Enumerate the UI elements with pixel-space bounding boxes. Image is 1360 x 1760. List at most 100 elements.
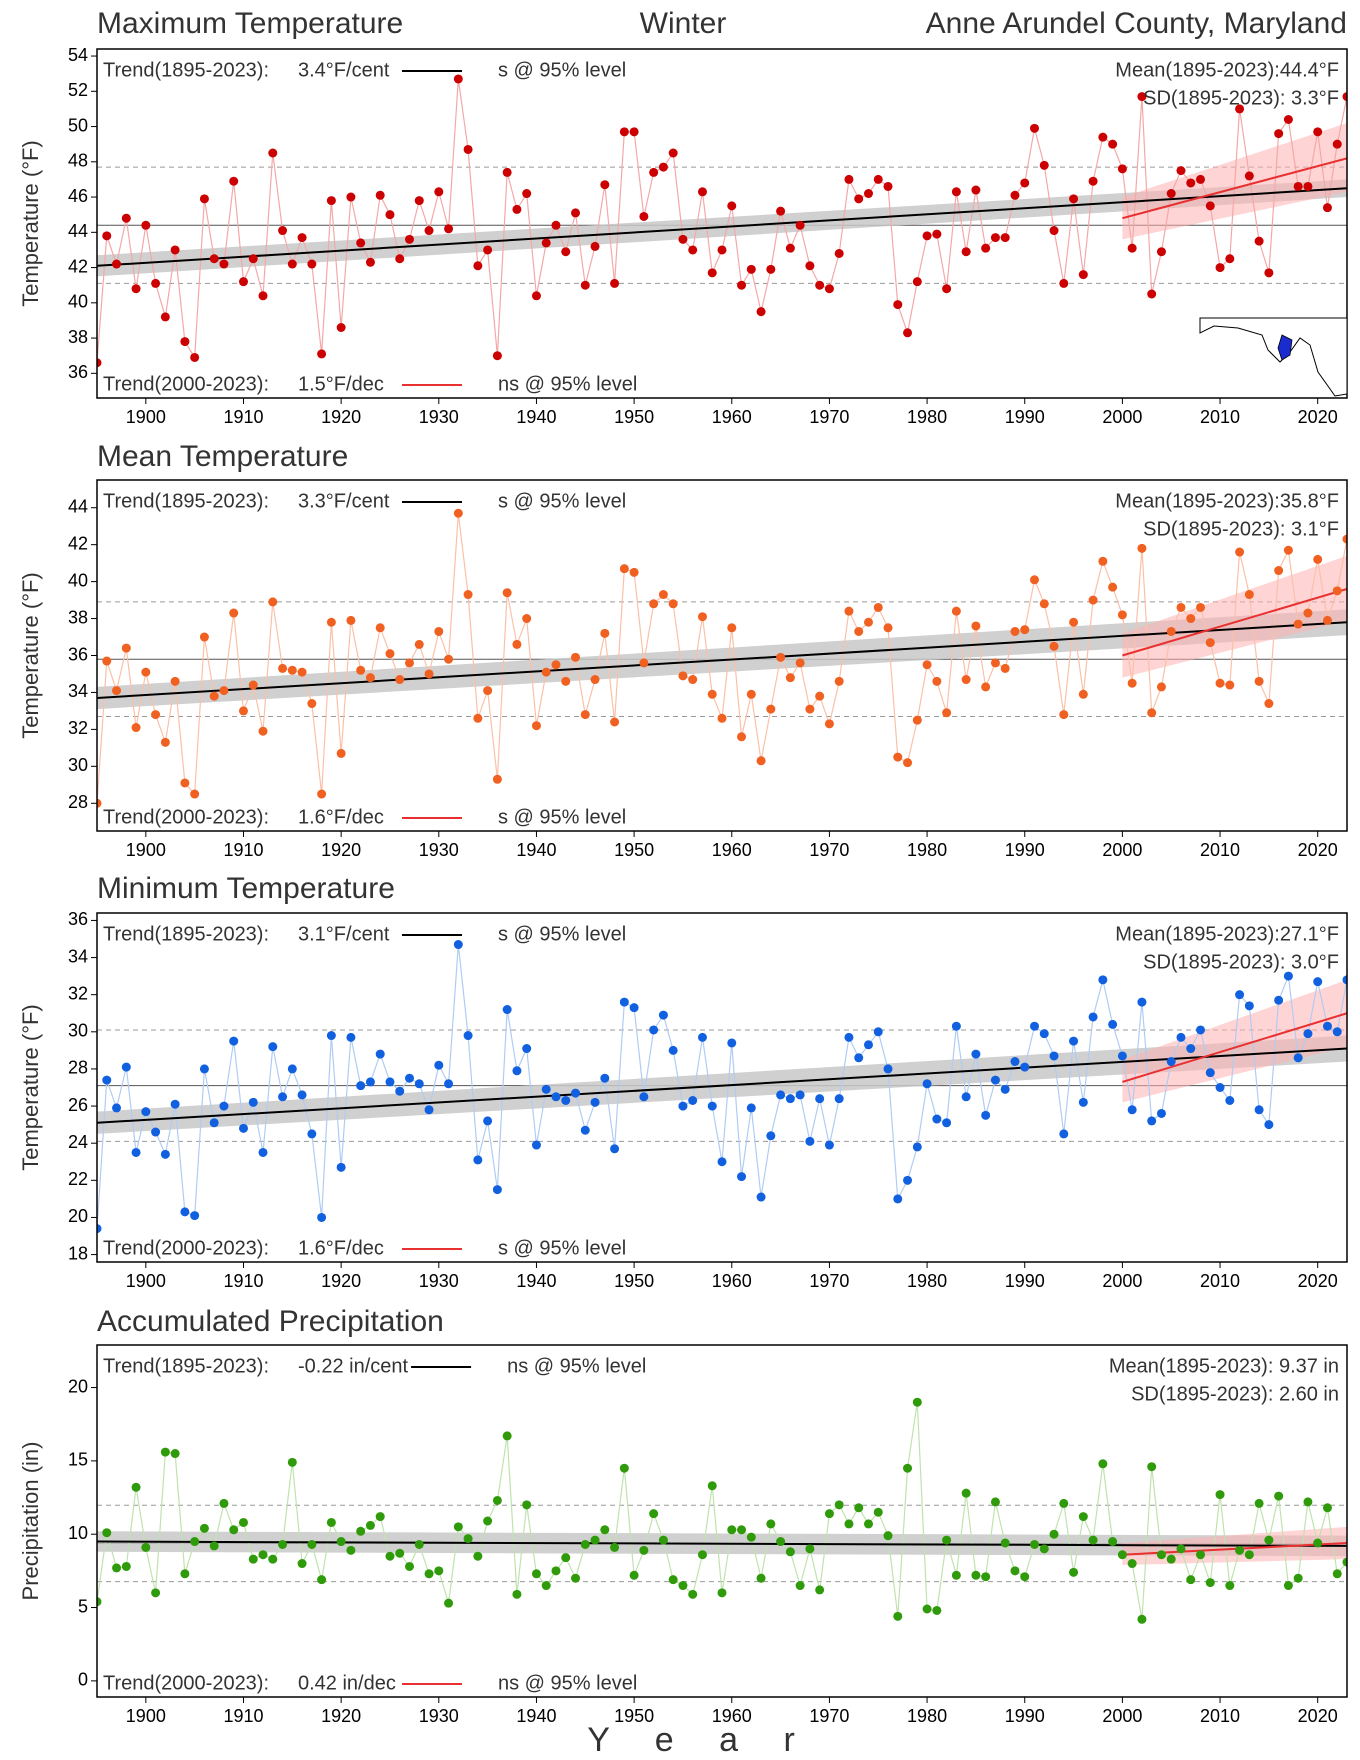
data-point (1176, 602, 1186, 612)
data-point (639, 1092, 649, 1102)
plot-frame (96, 479, 1348, 832)
data-point (1117, 1550, 1127, 1560)
data-point (746, 1532, 756, 1542)
data-point (746, 1103, 756, 1113)
x-tick-label: 2000 (1102, 1706, 1142, 1726)
data-point (444, 1598, 454, 1608)
data-point (395, 254, 405, 264)
data-point (1332, 1027, 1342, 1037)
plot-frame (96, 912, 1348, 1263)
data-point (688, 1095, 698, 1105)
x-axis-label: Y e a r (587, 1721, 813, 1759)
data-point (776, 206, 786, 216)
data-point (444, 224, 454, 234)
data-point (658, 1010, 668, 1020)
data-point (268, 148, 278, 158)
data-point (727, 201, 737, 211)
y-tick-label: 28 (68, 792, 88, 812)
data-point (610, 1144, 620, 1154)
data-point (531, 291, 541, 301)
data-point (375, 1049, 385, 1059)
data-point (492, 351, 502, 361)
data-point (492, 1495, 502, 1505)
y-tick-label: 36 (68, 644, 88, 664)
data-point (326, 1517, 336, 1527)
data-point (414, 1539, 424, 1549)
data-point (483, 686, 493, 696)
data-point (1166, 1554, 1176, 1564)
data-point (512, 204, 522, 214)
data-point (199, 194, 209, 204)
y-tick-label: 52 (68, 80, 88, 100)
x-tick-label: 1940 (516, 840, 556, 860)
data-point (1225, 1095, 1235, 1105)
data-point (649, 599, 659, 609)
x-tick-label: 1900 (126, 1706, 166, 1726)
data-point (522, 1044, 532, 1054)
data-point (317, 1212, 327, 1222)
data-point (346, 1032, 356, 1042)
data-point (834, 248, 844, 258)
data-point (356, 1526, 366, 1536)
data-point (151, 710, 161, 720)
data-point (1264, 268, 1274, 278)
y-tick-label: 42 (68, 533, 88, 553)
data-point (766, 264, 776, 274)
data-point (795, 1581, 805, 1591)
data-point (512, 639, 522, 649)
y-tick-label: 18 (68, 1243, 88, 1263)
plot-area (97, 74, 1347, 368)
data-point (746, 264, 756, 274)
y-tick-label: 36 (68, 362, 88, 382)
data-point (1322, 1503, 1332, 1513)
x-tick-label: 1940 (516, 407, 556, 427)
data-point (170, 676, 180, 686)
data-point (1342, 1557, 1347, 1567)
x-tick-label: 2000 (1102, 840, 1142, 860)
data-point (600, 1525, 610, 1535)
data-point (434, 1566, 444, 1576)
data-point (512, 1066, 522, 1076)
x-tick-label: 1980 (907, 1706, 947, 1726)
x-tick-label: 1940 (516, 1706, 556, 1726)
data-point (1176, 1032, 1186, 1042)
data-point (131, 1482, 141, 1492)
x-tick-label: 1960 (712, 1706, 752, 1726)
data-point (453, 1522, 463, 1532)
data-point (561, 676, 571, 686)
data-point (190, 352, 200, 362)
data-point (1000, 233, 1010, 243)
data-point (610, 717, 620, 727)
x-tick-label: 2010 (1200, 1706, 1240, 1726)
y-tick-label: 32 (68, 718, 88, 738)
data-point (1205, 638, 1215, 648)
sd-label: SD(1895-2023): 3.1°F (1143, 518, 1339, 540)
data-point (522, 1500, 532, 1510)
data-point (346, 615, 356, 625)
data-point (766, 704, 776, 714)
trend-significance: s @ 95% level (498, 59, 626, 81)
data-point (1332, 139, 1342, 149)
data-point (805, 704, 815, 714)
data-point (1059, 1129, 1069, 1139)
data-point (483, 245, 493, 255)
data-point (1215, 1083, 1225, 1092)
data-point (658, 590, 668, 600)
data-point (551, 1566, 561, 1576)
data-point (1254, 676, 1264, 686)
data-point (551, 660, 561, 670)
data-point (297, 1090, 307, 1100)
map-county (1277, 334, 1293, 361)
panel-title: Accumulated Precipitation (97, 1305, 444, 1338)
data-point (326, 196, 336, 206)
data-point (776, 652, 786, 662)
data-point (1313, 554, 1323, 564)
data-point (1274, 566, 1284, 576)
data-point (121, 1561, 131, 1571)
data-point (580, 280, 590, 290)
y-tick-label: 0 (78, 1670, 88, 1690)
data-point (190, 1537, 200, 1547)
data-point (1196, 1025, 1206, 1035)
plot-area (97, 508, 1347, 808)
data-point (1313, 1538, 1323, 1548)
